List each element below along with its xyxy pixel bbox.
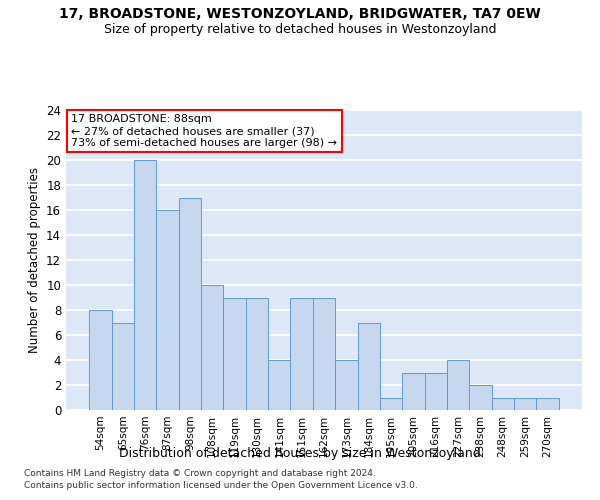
- Bar: [134, 160, 157, 410]
- Bar: [201, 285, 223, 410]
- Text: 17 BROADSTONE: 88sqm
← 27% of detached houses are smaller (37)
73% of semi-detac: 17 BROADSTONE: 88sqm ← 27% of detached h…: [71, 114, 337, 148]
- Bar: [402, 372, 425, 410]
- Bar: [514, 398, 536, 410]
- Bar: [335, 360, 358, 410]
- Bar: [425, 372, 447, 410]
- Bar: [112, 322, 134, 410]
- Text: Contains HM Land Registry data © Crown copyright and database right 2024.: Contains HM Land Registry data © Crown c…: [24, 469, 376, 478]
- Bar: [290, 298, 313, 410]
- Bar: [89, 310, 112, 410]
- Text: Contains public sector information licensed under the Open Government Licence v3: Contains public sector information licen…: [24, 480, 418, 490]
- Bar: [223, 298, 246, 410]
- Bar: [268, 360, 290, 410]
- Text: Distribution of detached houses by size in Westonzoyland: Distribution of detached houses by size …: [119, 448, 481, 460]
- Bar: [469, 385, 491, 410]
- Bar: [358, 322, 380, 410]
- Bar: [157, 210, 179, 410]
- Bar: [447, 360, 469, 410]
- Text: 17, BROADSTONE, WESTONZOYLAND, BRIDGWATER, TA7 0EW: 17, BROADSTONE, WESTONZOYLAND, BRIDGWATE…: [59, 8, 541, 22]
- Bar: [179, 198, 201, 410]
- Bar: [246, 298, 268, 410]
- Bar: [313, 298, 335, 410]
- Bar: [491, 398, 514, 410]
- Bar: [536, 398, 559, 410]
- Bar: [380, 398, 402, 410]
- Text: Size of property relative to detached houses in Westonzoyland: Size of property relative to detached ho…: [104, 22, 496, 36]
- Y-axis label: Number of detached properties: Number of detached properties: [28, 167, 41, 353]
